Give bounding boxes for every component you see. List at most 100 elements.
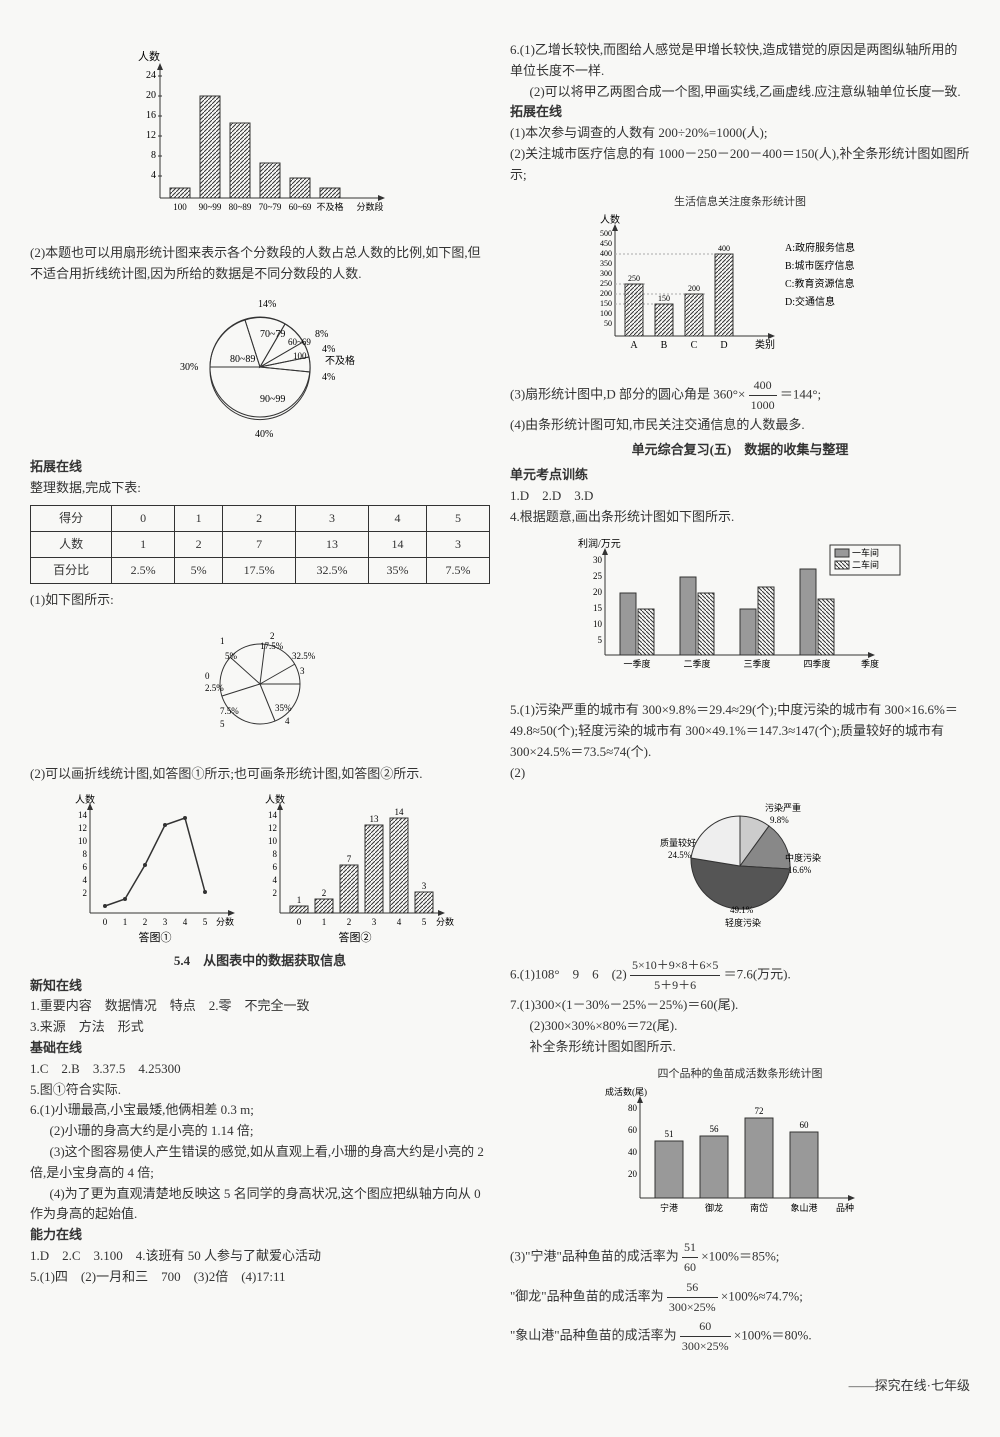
svg-text:3: 3 <box>372 917 377 927</box>
svg-text:350: 350 <box>600 259 612 268</box>
svg-text:季度: 季度 <box>861 658 879 669</box>
jc-line: (3)这个图容易使人产生错误的感觉,如从直观上看,小珊的身高大约是小亮的 2 倍… <box>30 1142 490 1184</box>
tz-3: (3)扇形统计图中,D 部分的圆心角是 360°× 4001000 ＝144°; <box>510 376 970 415</box>
line-chart: 人数 141210 8642 012 345 分数 答图① <box>65 793 245 943</box>
page-footer: ——探究在线·七年级 <box>30 1376 970 1397</box>
pie-chart-2: 332.5% 217.5% 15% 02.5% 57.5% 435% <box>30 619 490 756</box>
svg-text:2: 2 <box>322 888 327 898</box>
svg-text:4: 4 <box>285 716 290 726</box>
u-4: 4.根据题意,画出条形统计图如下图所示. <box>510 507 970 528</box>
svg-text:60~69: 60~69 <box>289 202 312 212</box>
svg-text:4: 4 <box>273 875 278 885</box>
svg-text:50: 50 <box>604 319 612 328</box>
svg-text:二季度: 二季度 <box>683 658 710 669</box>
svg-text:32.5%: 32.5% <box>292 651 316 661</box>
svg-text:5: 5 <box>422 917 427 927</box>
svg-text:C:教育资源信息: C:教育资源信息 <box>785 277 854 290</box>
svg-text:污染严重: 污染严重 <box>765 802 801 813</box>
svg-text:四季度: 四季度 <box>803 658 830 669</box>
svg-text:100: 100 <box>293 351 307 361</box>
svg-text:2: 2 <box>143 917 148 927</box>
svg-text:5%: 5% <box>225 651 238 661</box>
svg-text:2: 2 <box>273 888 278 898</box>
svg-text:A: A <box>630 340 638 351</box>
svg-text:轻度污染: 轻度污染 <box>725 917 761 928</box>
para-t1: (1)如下图所示: <box>30 590 490 611</box>
svg-text:人数: 人数 <box>75 793 95 806</box>
svg-text:品种: 品种 <box>836 1202 854 1213</box>
q6-2: (2)可以将甲乙两图合成一个图,甲画实线,乙画虚线.应注意纵轴单位长度一致. <box>510 82 970 103</box>
para-t2: (2)可以画折线统计图,如答图①所示;也可画条形统计图,如答图②所示. <box>30 764 490 785</box>
heading-tuozhan-r: 拓展在线 <box>510 102 970 123</box>
svg-text:20: 20 <box>146 90 156 101</box>
svg-text:2: 2 <box>83 888 88 898</box>
svg-text:17.5%: 17.5% <box>260 641 284 651</box>
svg-text:御龙: 御龙 <box>705 1202 723 1213</box>
svg-text:5: 5 <box>220 719 225 729</box>
svg-text:90~99: 90~99 <box>199 202 222 212</box>
svg-text:150: 150 <box>600 299 612 308</box>
u-6: 6.(1)108° 9 6 (2) 5×10＋9×8＋6×55＋9＋6 ＝7.6… <box>510 956 970 995</box>
bar-chart-scores: 人数 24 20 16 12 8 4 100 9 <box>30 48 490 235</box>
svg-text:60~69: 60~69 <box>288 337 311 347</box>
para-tuozhan: 整理数据,完成下表: <box>30 478 490 499</box>
svg-text:7: 7 <box>347 854 352 864</box>
pie-chart-scores: 80~89 70~79 60~69 100 90~99 30% 14% 8% 4… <box>30 292 490 449</box>
svg-text:12: 12 <box>146 130 156 141</box>
svg-text:13: 13 <box>370 814 380 824</box>
svg-text:70~79: 70~79 <box>260 329 285 340</box>
svg-text:利润/万元: 利润/万元 <box>578 537 621 550</box>
svg-text:14%: 14% <box>258 299 276 310</box>
nl-line: 1.D 2.C 3.100 4.该班有 50 人参与了献爱心活动 <box>30 1246 490 1267</box>
svg-text:4%: 4% <box>322 372 335 383</box>
svg-text:0: 0 <box>205 671 210 681</box>
chart-pair: 人数 141210 8642 012 345 分数 答图① 人数 <box>30 793 490 943</box>
svg-text:D: D <box>720 340 727 351</box>
svg-text:2: 2 <box>347 917 352 927</box>
svg-text:25: 25 <box>593 571 603 581</box>
svg-text:象山港: 象山港 <box>790 1202 817 1213</box>
svg-text:10: 10 <box>593 619 603 629</box>
heading-tuozhan: 拓展在线 <box>30 457 490 478</box>
svg-text:B: B <box>661 340 668 351</box>
svg-text:70~79: 70~79 <box>259 202 282 212</box>
svg-text:类别: 类别 <box>755 338 775 351</box>
svg-text:0: 0 <box>297 917 302 927</box>
svg-text:南岱: 南岱 <box>750 1202 768 1213</box>
svg-text:4%: 4% <box>322 344 335 355</box>
svg-text:宁港: 宁港 <box>660 1202 678 1213</box>
svg-text:5: 5 <box>598 635 603 645</box>
svg-text:人数: 人数 <box>265 793 285 806</box>
svg-text:C: C <box>691 340 698 351</box>
svg-text:1: 1 <box>220 636 225 646</box>
svg-text:15: 15 <box>593 603 603 613</box>
svg-text:8: 8 <box>151 150 156 161</box>
bar-quarter-chart: 利润/万元 302520 15105 一季度 二季度 三季度 四季 <box>510 535 970 692</box>
svg-text:6: 6 <box>273 862 278 872</box>
svg-text:人数: 人数 <box>600 213 620 226</box>
svg-text:30: 30 <box>593 555 603 565</box>
svg-text:20: 20 <box>593 587 603 597</box>
svg-text:一季度: 一季度 <box>623 658 650 669</box>
svg-text:300: 300 <box>600 269 612 278</box>
jc-line: 5.图①符合实际. <box>30 1080 490 1101</box>
svg-text:分数: 分数 <box>436 916 454 927</box>
q6-1: 6.(1)乙增长较快,而图给人感觉是甲增长较快,造成错觉的原因是两图纵轴所用的单… <box>510 40 970 82</box>
u-7-1: 7.(1)300×(1－30%－25%－25%)＝60(尾). <box>510 995 970 1016</box>
svg-text:16.6%: 16.6% <box>788 865 812 875</box>
svg-text:56: 56 <box>710 1124 720 1134</box>
jc-line: 1.C 2.B 3.37.5 4.25300 <box>30 1059 490 1080</box>
svg-text:24.5%: 24.5% <box>668 850 692 860</box>
svg-text:24: 24 <box>146 70 156 81</box>
svg-text:三季度: 三季度 <box>743 658 770 669</box>
unit-sub: 单元考点训练 <box>510 465 970 486</box>
svg-text:1: 1 <box>322 917 327 927</box>
svg-text:4: 4 <box>83 875 88 885</box>
svg-text:D:交通信息: D:交通信息 <box>785 295 835 308</box>
svg-text:8: 8 <box>273 849 278 859</box>
svg-text:6: 6 <box>83 862 88 872</box>
svg-text:450: 450 <box>600 239 612 248</box>
svg-text:14: 14 <box>78 810 88 820</box>
svg-text:80~89: 80~89 <box>230 354 255 365</box>
table-row: 人数12713143 <box>31 531 490 557</box>
